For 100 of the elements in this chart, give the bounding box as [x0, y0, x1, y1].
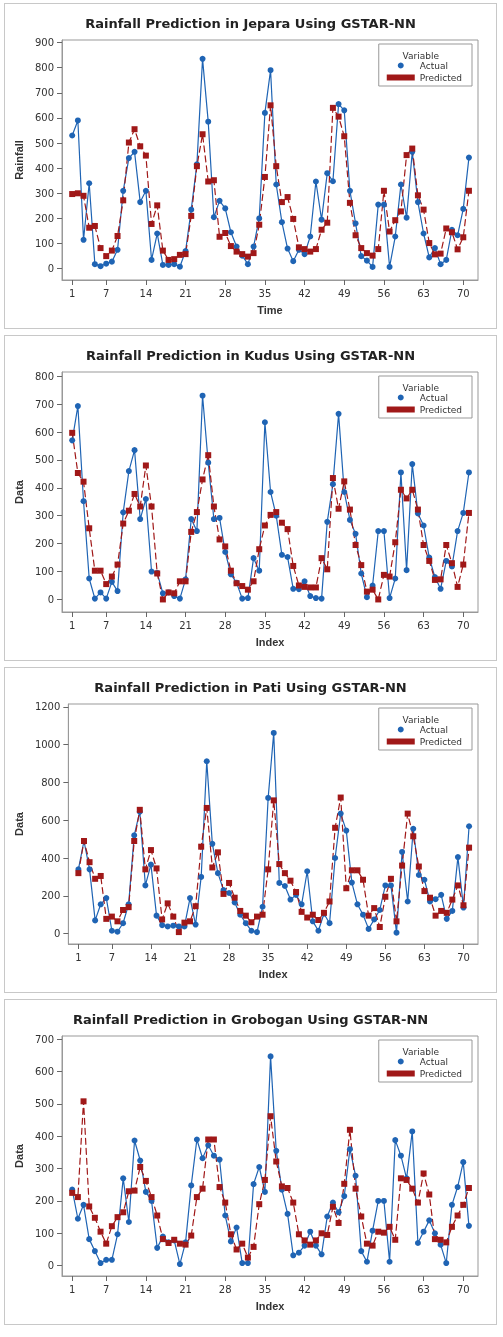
x-tick-label: 63 [417, 287, 430, 299]
x-tick-label: 21 [179, 1283, 192, 1295]
y-tick-label: 400 [34, 162, 54, 174]
x-tick-label: 42 [298, 1283, 311, 1295]
x-tick-label: 28 [218, 1283, 232, 1295]
x-tick-label: 49 [339, 951, 353, 963]
y-tick-label: 400 [34, 1130, 54, 1142]
x-tick-label: 70 [456, 1283, 470, 1295]
x-tick-label: 35 [261, 951, 275, 963]
y-tick-label: 600 [34, 426, 54, 438]
x-tick-label: 1 [69, 619, 76, 631]
y-tick-label: 0 [53, 928, 61, 940]
y-tick-label: 300 [34, 1163, 54, 1175]
y-tick-label: 100 [34, 1227, 54, 1239]
x-tick-label: 28 [222, 951, 236, 963]
x-tick-label: 7 [103, 287, 110, 299]
x-tick-label: 70 [456, 619, 470, 631]
x-tick-label: 56 [377, 287, 391, 299]
x-tick-label: 56 [378, 951, 392, 963]
y-axis-title: Data [12, 479, 25, 504]
y-tick-label: 300 [34, 510, 54, 522]
y-tick-label: 900 [34, 37, 54, 49]
y-tick-label: 200 [34, 538, 54, 550]
y-tick-label: 200 [34, 1195, 54, 1207]
x-tick-label: 21 [183, 951, 197, 963]
x-tick-label: 21 [179, 619, 192, 631]
x-tick-label: 7 [103, 619, 110, 631]
y-tick-label: 800 [34, 62, 54, 74]
x-tick-label: 14 [139, 619, 153, 631]
x-tick-label: 70 [456, 287, 470, 299]
y-tick-label: 700 [34, 398, 54, 410]
y-tick-label: 700 [34, 87, 54, 99]
x-tick-label: 42 [298, 287, 311, 299]
y-tick-label: 0 [47, 1260, 54, 1272]
x-tick-label: 42 [300, 951, 314, 963]
y-tick-label: 0 [47, 263, 54, 275]
y-tick-label: 1000 [34, 739, 61, 751]
x-tick-label: 28 [218, 619, 232, 631]
x-tick-label: 49 [337, 1283, 351, 1295]
y-tick-label: 600 [41, 814, 61, 826]
x-tick-label: 14 [139, 1283, 153, 1295]
legend-title: Variable [402, 1046, 440, 1057]
x-tick-label: 1 [69, 287, 76, 299]
legend-label: Predicted [419, 1068, 462, 1079]
legend-label: Predicted [419, 404, 462, 415]
x-axis-title: Index [255, 1299, 286, 1312]
y-tick-label: 200 [41, 890, 61, 902]
x-tick-label: 35 [258, 1283, 272, 1295]
x-tick-label: 63 [417, 619, 430, 631]
y-tick-label: 100 [34, 238, 54, 250]
y-axis-title: Rainfall [12, 140, 25, 180]
legend-title: Variable [402, 50, 440, 61]
y-tick-label: 500 [34, 454, 54, 466]
x-tick-label: 1 [75, 951, 82, 963]
y-tick-label: 600 [34, 1066, 54, 1078]
y-tick-label: 500 [34, 1098, 54, 1110]
y-tick-label: 0 [47, 593, 54, 605]
y-tick-label: 800 [34, 370, 54, 382]
y-axis-title: Data [12, 811, 25, 836]
x-tick-label: 14 [139, 287, 153, 299]
chart-title: Rainfall Prediction in Pati Using GSTAR-NN [94, 680, 407, 695]
chart-title: Rainfall Prediction in Grobogan Using GSTAR-NN [72, 1012, 429, 1027]
y-tick-label: 400 [34, 482, 54, 494]
x-tick-label: 7 [103, 1283, 110, 1295]
chart-title: Rainfall Prediction in Jepara Using GSTAR-NN [85, 16, 416, 31]
legend-title: Variable [402, 714, 440, 725]
legend-title: Variable [402, 382, 440, 393]
x-axis-title: Index [255, 635, 286, 648]
x-axis-title: Index [258, 967, 289, 980]
y-tick-label: 200 [34, 212, 54, 224]
legend-label: Actual [419, 724, 448, 735]
x-axis-title: Time [257, 303, 283, 316]
legend-label: Actual [419, 1056, 448, 1067]
x-tick-label: 28 [218, 287, 232, 299]
y-tick-label: 400 [41, 852, 61, 864]
y-tick-label: 700 [34, 1033, 54, 1045]
y-tick-label: 600 [34, 112, 54, 124]
x-tick-label: 35 [258, 287, 272, 299]
x-tick-label: 63 [417, 1283, 430, 1295]
legend-label: Actual [419, 60, 448, 71]
x-tick-label: 49 [337, 287, 351, 299]
x-tick-label: 42 [298, 619, 311, 631]
x-tick-label: 1 [69, 1283, 76, 1295]
x-tick-label: 14 [144, 951, 158, 963]
x-tick-label: 7 [108, 951, 116, 963]
chart-title: Rainfall Prediction in Kudus Using GSTAR-NN [85, 348, 416, 363]
y-tick-label: 1200 [34, 701, 61, 713]
legend-label: Actual [419, 392, 448, 403]
y-tick-label: 100 [34, 566, 54, 578]
x-tick-label: 35 [258, 619, 272, 631]
y-axis-title: Data [12, 1143, 25, 1168]
legend-label: Predicted [419, 72, 462, 83]
x-tick-label: 21 [179, 287, 192, 299]
x-tick-label: 49 [337, 619, 351, 631]
x-tick-label: 56 [377, 619, 391, 631]
y-tick-label: 800 [41, 776, 61, 788]
legend-label: Predicted [419, 736, 462, 747]
y-tick-label: 300 [34, 187, 54, 199]
y-tick-label: 500 [34, 137, 54, 149]
x-tick-label: 63 [418, 951, 431, 963]
